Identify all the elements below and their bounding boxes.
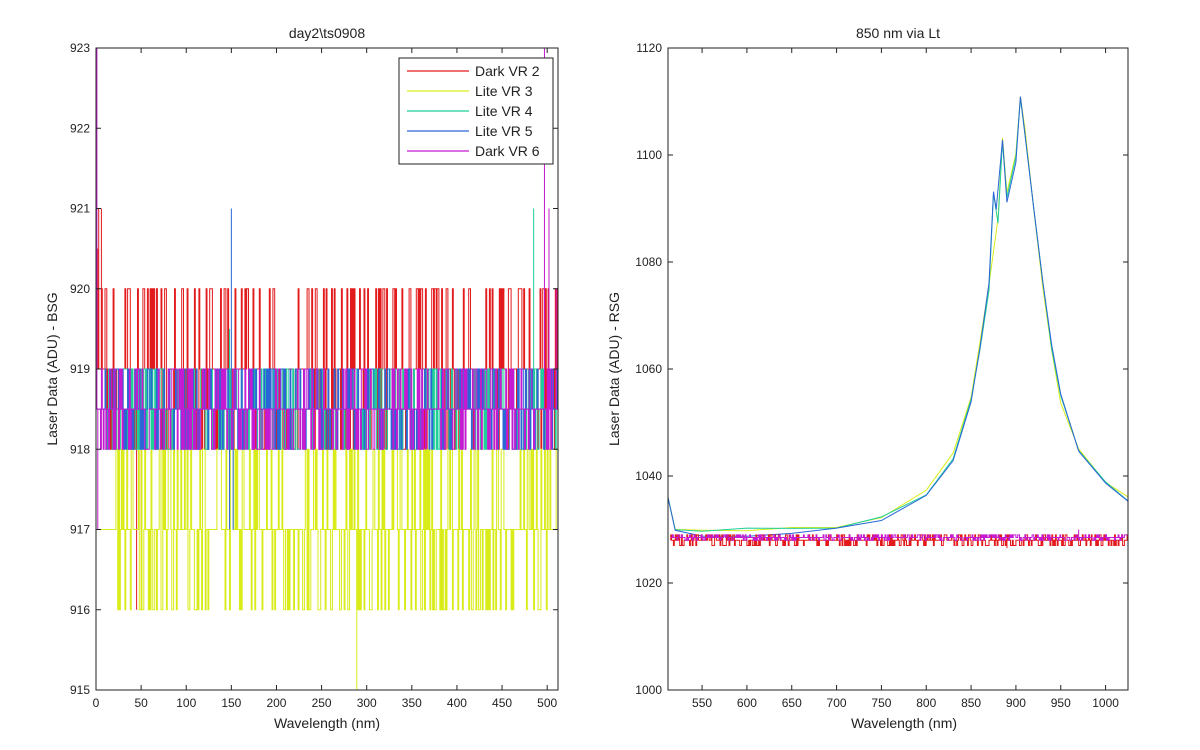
legend: Dark VR 2 Lite VR 3 Lite VR 4 Lite VR 5 Dark… [398,57,554,165]
y-tick-label: 919 [70,362,90,376]
x-tick-label: 950 [1051,696,1071,710]
x-tick-label: 600 [737,696,757,710]
series-line [670,534,1128,546]
x-tick-label: 150 [221,696,241,710]
y-tick-label: 1080 [635,255,662,269]
y-tick-label: 1100 [636,148,662,162]
legend-label: Lite VR 4 [475,103,533,119]
x-tick-label: 900 [1006,696,1026,710]
x-tick-label: 50 [134,696,148,710]
series-line [670,534,1128,541]
x-tick-label: 200 [266,696,286,710]
x-tick-label: 400 [447,696,467,710]
x-tick-label: 250 [312,696,332,710]
y-tick-label: 917 [70,523,90,537]
chart-title-right: 850 nm via Lt [856,25,940,41]
chart-title-left: day2\ts0908 [289,25,365,41]
x-tick-label: 800 [916,696,936,710]
y-tick-label: 918 [70,442,90,456]
legend-label: Lite VR 3 [475,83,533,99]
y-tick-label: 923 [70,41,90,55]
ticks-right: 550 600 650 700 750 800 850 900 950 1000 1000 1020 1… [635,41,1128,710]
series-line [96,368,558,450]
y-tick-label: 1120 [636,41,662,55]
legend-label: Dark VR 2 [475,63,540,79]
x-tick-label: 100 [176,696,196,710]
chart-left: 0 50 100 150 200 250 300 350 400 450 500 915 916 917 9… [44,25,559,731]
x-tick-label: 750 [871,696,891,710]
x-axis-label-right: Wavelength (nm) [851,715,957,731]
x-tick-label: 450 [492,696,512,710]
plot-area-right [668,96,1128,549]
legend-label: Dark VR 6 [475,143,540,159]
x-tick-label: 650 [782,696,802,710]
y-tick-label: 915 [70,683,90,697]
ticks-left: 0 50 100 150 200 250 300 350 400 450 500 915 916 917 9… [70,41,558,710]
x-tick-label: 350 [402,696,422,710]
y-tick-label: 1020 [635,576,662,590]
y-tick-label: 922 [70,121,90,135]
x-tick-label: 850 [961,696,981,710]
x-tick-label: 550 [692,696,712,710]
series-line [96,448,558,611]
x-tick-label: 300 [357,696,377,710]
y-tick-label: 921 [70,202,90,216]
x-tick-label: 500 [537,696,557,710]
x-tick-label: 700 [827,696,847,710]
y-tick-label: 1040 [635,469,662,483]
y-tick-label: 1000 [635,683,662,697]
y-tick-label: 1060 [635,362,662,376]
y-axis-label-right: Laser Data (ADU) - RSG [606,292,622,446]
x-tick-label: 0 [93,696,100,710]
legend-label: Lite VR 5 [475,123,533,139]
chart-right: 550 600 650 700 750 800 850 900 950 1000 1000 1020 1… [606,25,1129,731]
y-tick-label: 916 [70,603,90,617]
series-line [668,96,1128,537]
x-axis-label-left: Wavelength (nm) [274,715,380,731]
y-tick-label: 920 [70,282,90,296]
x-tick-label: 1000 [1092,696,1119,710]
y-axis-label-left: Laser Data (ADU) - BSG [44,292,60,445]
